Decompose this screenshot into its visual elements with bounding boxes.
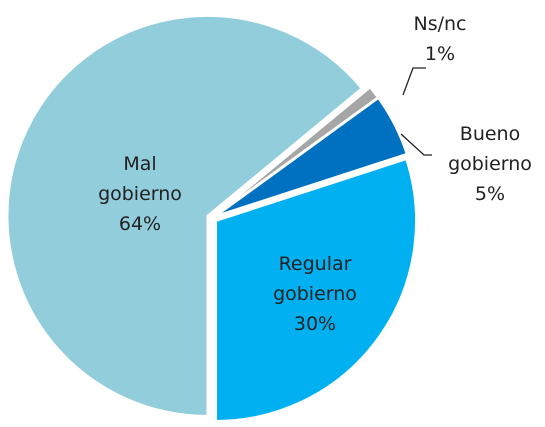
value-label: 5% (475, 183, 505, 205)
slice-label: Mal gobierno (98, 153, 182, 205)
pie-slice (215, 96, 408, 217)
pie-slice (215, 157, 418, 422)
leader-line (402, 67, 426, 96)
value-label: 1% (425, 43, 455, 65)
pie-slice (6, 14, 363, 417)
value-label: 64% (119, 213, 161, 235)
slice-label: Regular gobierno (273, 253, 357, 305)
leader-line (400, 133, 432, 156)
slice-label: Bueno gobierno (448, 123, 532, 175)
slice-label: Ns/nc (413, 13, 466, 35)
value-label: 30% (294, 313, 336, 335)
